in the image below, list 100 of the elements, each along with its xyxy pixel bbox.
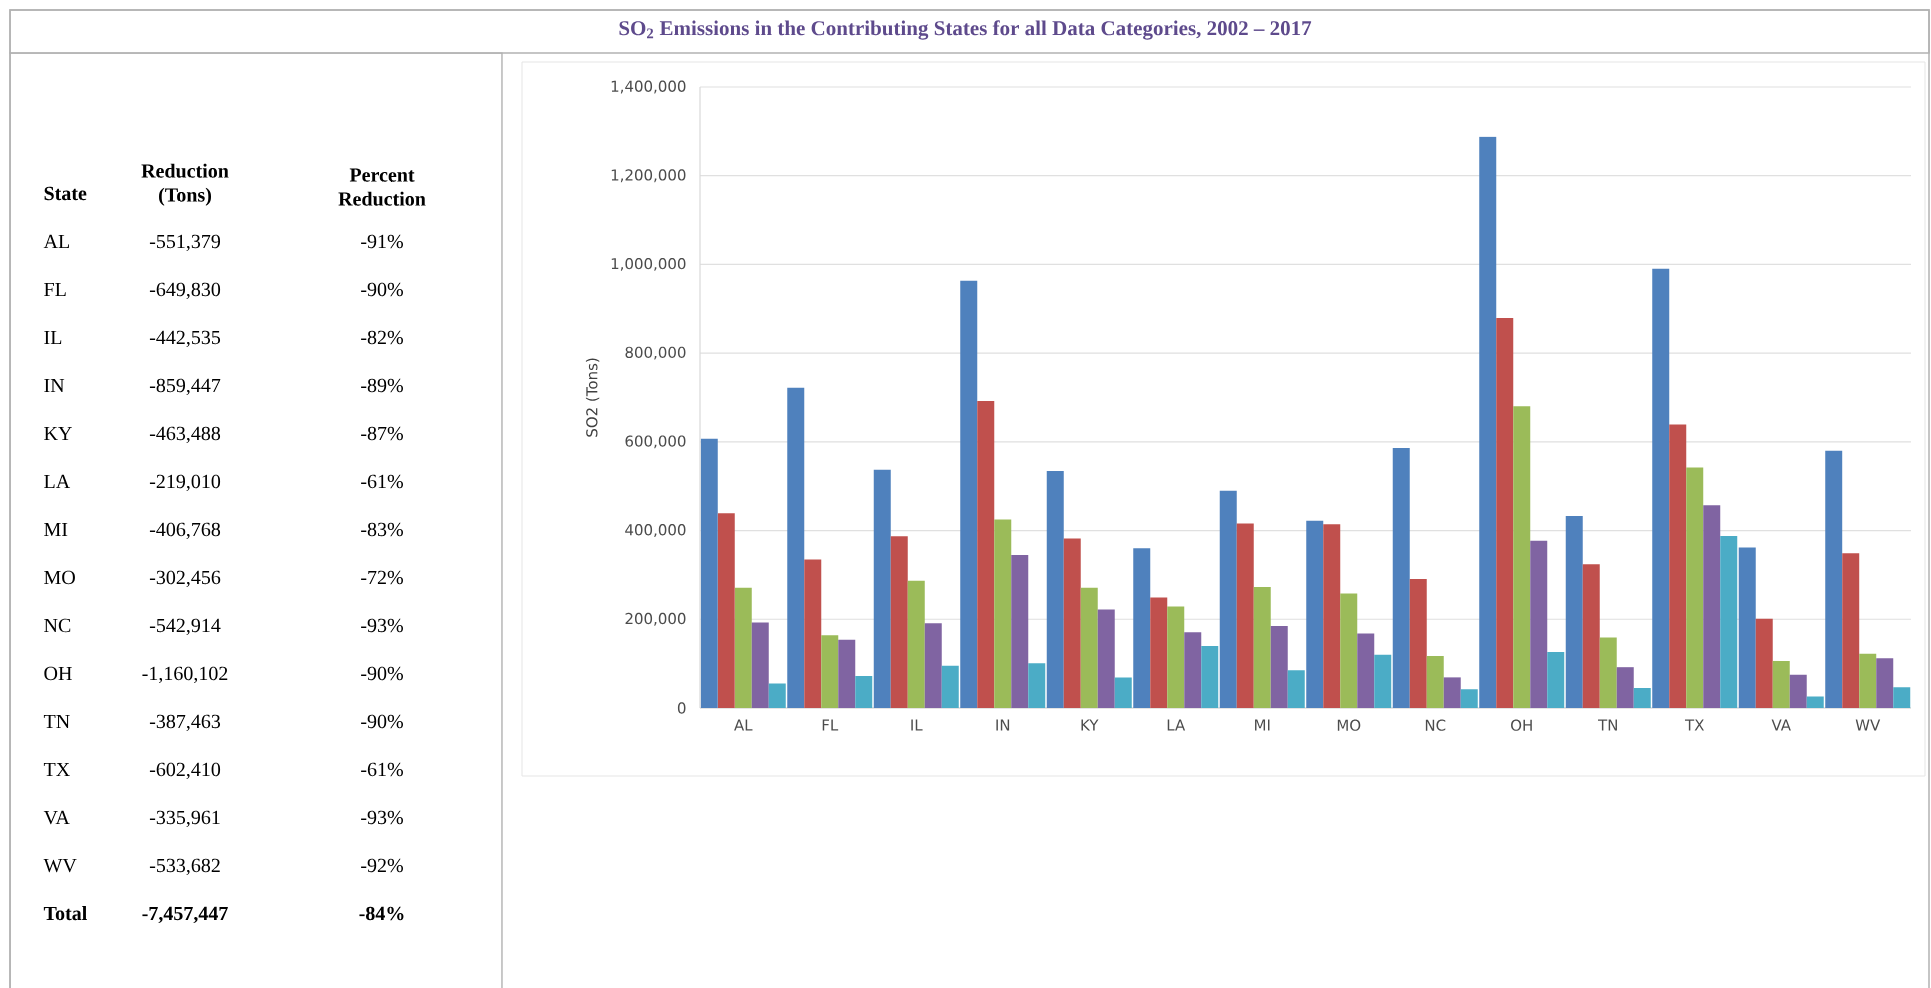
bar [1582,564,1600,708]
data-label: -442,535 [149,330,221,348]
bar [1340,593,1358,708]
y-tick-label: 200,000 [625,612,686,626]
bar [890,536,908,708]
data-label: -90% [361,282,403,297]
bar [768,683,786,708]
data-label: -1,160,102 [142,666,228,684]
bar [1114,677,1132,708]
bar [1028,663,1046,708]
text: State [44,186,87,201]
data-label: -84% [359,906,404,921]
bar [1374,654,1392,708]
bar [1392,448,1410,708]
category-label: VA [43,810,70,825]
bar [924,623,942,708]
bar [1547,652,1565,708]
bar [1616,667,1634,708]
data-label: -542,914 [149,618,221,636]
data-label: -551,379 [149,234,221,252]
category-label: WV [43,858,77,873]
bar [1323,524,1341,708]
bar [1842,553,1860,708]
bar [804,559,822,708]
bar [1011,554,1029,708]
category-label: AL [43,234,69,248]
data-label: -335,961 [149,810,220,828]
bar [1426,656,1444,708]
bar [873,469,891,708]
category-label: OH [44,666,72,681]
bar [941,665,959,708]
y-tick-label: 600,000 [625,435,686,449]
bar [717,513,735,708]
data-label: -89% [361,378,403,393]
bar [1236,523,1254,708]
bar [1565,515,1583,708]
bar [1513,406,1531,708]
bar [855,676,873,708]
y-tick-label: 1,200,000 [611,169,686,183]
bar [1219,490,1237,708]
category-label: NC [44,618,71,633]
data-label: -92% [361,858,403,873]
x-tick-label: OH [1511,719,1532,731]
data-label: -219,010 [149,474,221,492]
bar [1825,450,1843,708]
bar [1738,547,1756,708]
x-tick-label: IN [996,719,1010,731]
x-tick-label: KY [1081,719,1099,731]
data-label: -463,488 [149,426,221,444]
bar [1097,609,1115,708]
data-label: -7,457,447 [142,906,228,924]
category-label: Total [43,906,87,921]
y-tick-label: 1,000,000 [611,257,686,271]
x-tick-label: FL [822,719,839,731]
y-axis-title: SO2 (Tons) [585,358,600,437]
category-label: FL [44,282,66,296]
bar [1460,689,1478,708]
bar [1789,674,1807,708]
x-tick-label: LA [1167,719,1186,731]
bar [787,387,805,708]
data-label: -61% [361,762,403,777]
category-label: KY [44,426,72,440]
y-tick-label: 400,000 [625,524,686,537]
bar [838,639,856,708]
data-label: -533,682 [149,858,220,876]
bar [1893,687,1911,708]
data-label: -90% [361,714,403,729]
category-label: IN [44,378,65,392]
bar [1772,660,1790,708]
bar [1876,658,1894,708]
x-tick-label: VA [1771,719,1791,731]
x-tick-label: AL [734,719,753,731]
y-tick-label: 800,000 [625,346,686,360]
bar [994,519,1012,708]
bar [1270,625,1288,708]
bar [1150,597,1168,708]
text: Percent Reduction [338,168,426,206]
category-label: IL [44,330,62,344]
bar [977,401,995,708]
bar [1063,538,1081,708]
x-tick-label: IL [911,719,923,731]
bar [1253,586,1271,708]
x-tick-label: NC [1425,719,1446,731]
bar [1306,520,1324,708]
bar [700,438,718,708]
category-label: MI [44,522,68,536]
data-label: -90% [361,666,403,681]
x-tick-label: TX [1684,719,1704,731]
data-label: -406,768 [149,522,221,540]
data-label: -649,830 [149,282,221,300]
bar [1720,535,1738,708]
text: Reduction (Tons) [141,163,229,206]
category-label: TX [43,762,70,776]
bar [1201,645,1219,708]
data-label: -387,463 [149,714,221,732]
x-tick-label: WV [1855,719,1881,731]
bar [1357,633,1375,708]
bar [1133,548,1151,708]
bar [1806,696,1824,708]
bar [1496,318,1514,708]
